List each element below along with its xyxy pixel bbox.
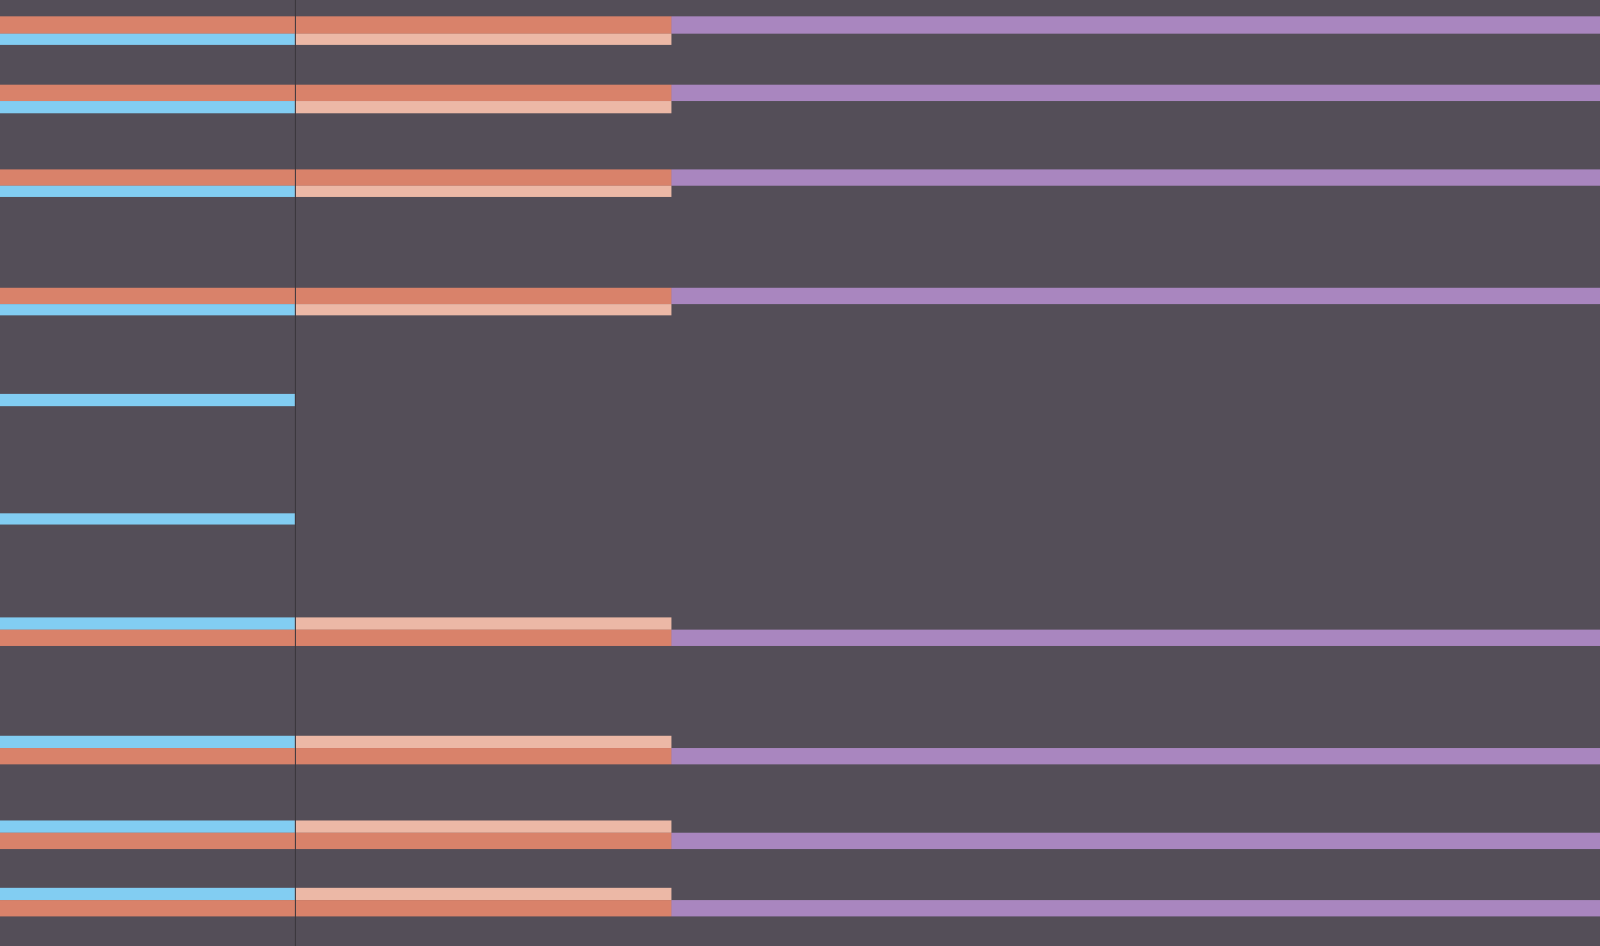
orange-stripe	[0, 16, 672, 34]
blue-stripe	[0, 820, 295, 833]
stripe-group	[0, 820, 1600, 850]
orange-stripe	[0, 84, 672, 102]
blue-stripe	[0, 101, 295, 114]
stripe-group	[0, 169, 1600, 197]
blue-stripe	[0, 887, 295, 901]
purple-stripe	[671, 832, 1600, 850]
pale-stripe	[294, 617, 672, 630]
stripe-group	[0, 84, 1600, 114]
purple-stripe	[671, 84, 1600, 102]
blue-stripe	[0, 393, 295, 407]
pale-stripe	[294, 735, 672, 749]
blue-stripe	[0, 185, 295, 197]
purple-stripe	[671, 169, 1600, 186]
blue-stripe	[0, 33, 295, 45]
stripe-group	[0, 16, 1600, 45]
purple-stripe	[671, 287, 1600, 305]
blue-stripe	[0, 617, 295, 630]
pale-stripe	[294, 304, 672, 316]
pale-stripe	[294, 101, 672, 114]
stripe-group	[0, 287, 1600, 316]
purple-stripe	[671, 900, 1600, 917]
blue-stripe	[0, 735, 295, 749]
purple-stripe	[671, 629, 1600, 646]
orange-stripe	[0, 169, 672, 186]
purple-stripe	[671, 16, 1600, 34]
orange-stripe	[0, 832, 672, 850]
pale-stripe	[294, 820, 672, 833]
stripe-group	[0, 735, 1600, 765]
blue-stripe	[0, 513, 295, 525]
pale-stripe	[294, 185, 672, 197]
orange-stripe	[0, 748, 672, 765]
pale-stripe	[294, 887, 672, 901]
orange-stripe	[0, 900, 672, 917]
stripe-group	[0, 617, 1600, 646]
orange-stripe	[0, 287, 672, 305]
blue-stripe	[0, 304, 295, 316]
orange-stripe	[0, 629, 672, 646]
stripe-group	[0, 887, 1600, 917]
purple-stripe	[671, 748, 1600, 765]
pale-stripe	[294, 33, 672, 45]
